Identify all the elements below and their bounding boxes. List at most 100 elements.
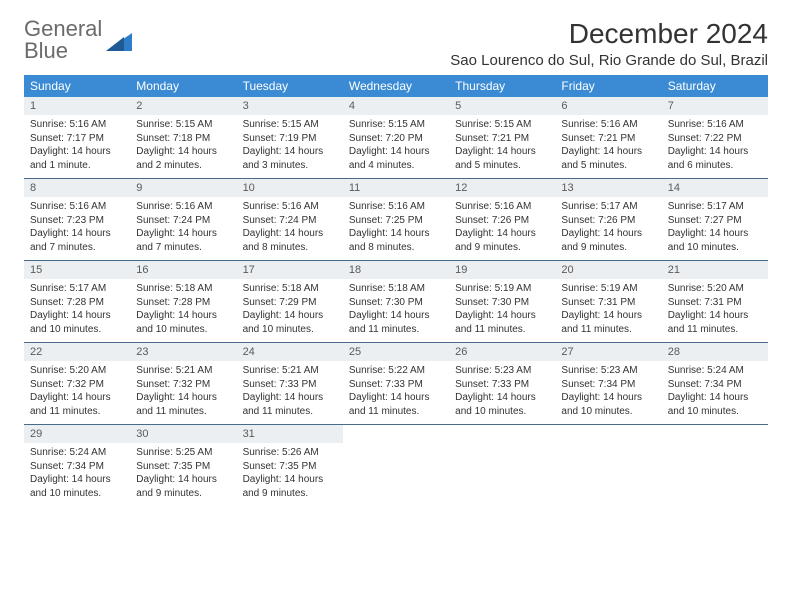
daylight-text: Daylight: 14 hours and 10 minutes. [561,391,655,418]
day-body: Sunrise: 5:16 AMSunset: 7:26 PMDaylight:… [449,197,555,260]
daylight-text: Daylight: 14 hours and 8 minutes. [349,227,443,254]
day-body: Sunrise: 5:17 AMSunset: 7:26 PMDaylight:… [555,197,661,260]
daylight-text: Daylight: 14 hours and 8 minutes. [243,227,337,254]
day-cell: 4Sunrise: 5:15 AMSunset: 7:20 PMDaylight… [343,97,449,178]
day-body: Sunrise: 5:15 AMSunset: 7:18 PMDaylight:… [130,115,236,178]
daylight-text: Daylight: 14 hours and 1 minute. [30,145,124,172]
day-body: Sunrise: 5:18 AMSunset: 7:28 PMDaylight:… [130,279,236,342]
day-cell: 27Sunrise: 5:23 AMSunset: 7:34 PMDayligh… [555,343,661,424]
day-cell: 5Sunrise: 5:15 AMSunset: 7:21 PMDaylight… [449,97,555,178]
day-cell: 21Sunrise: 5:20 AMSunset: 7:31 PMDayligh… [662,261,768,342]
day-number: 19 [449,261,555,279]
location: Sao Lourenco do Sul, Rio Grande do Sul, … [450,52,768,69]
day-cell: 11Sunrise: 5:16 AMSunset: 7:25 PMDayligh… [343,179,449,260]
day-number: 13 [555,179,661,197]
daylight-text: Daylight: 14 hours and 7 minutes. [30,227,124,254]
day-cell: 8Sunrise: 5:16 AMSunset: 7:23 PMDaylight… [24,179,130,260]
sunset-text: Sunset: 7:27 PM [668,214,762,228]
day-cell: 15Sunrise: 5:17 AMSunset: 7:28 PMDayligh… [24,261,130,342]
sunrise-text: Sunrise: 5:24 AM [668,364,762,378]
day-body: Sunrise: 5:21 AMSunset: 7:32 PMDaylight:… [130,361,236,424]
day-cell [662,425,768,506]
sunrise-text: Sunrise: 5:22 AM [349,364,443,378]
day-body: Sunrise: 5:16 AMSunset: 7:25 PMDaylight:… [343,197,449,260]
day-number: 6 [555,97,661,115]
day-number: 16 [130,261,236,279]
daylight-text: Daylight: 14 hours and 7 minutes. [136,227,230,254]
day-cell: 10Sunrise: 5:16 AMSunset: 7:24 PMDayligh… [237,179,343,260]
daylight-text: Daylight: 14 hours and 10 minutes. [136,309,230,336]
sunset-text: Sunset: 7:35 PM [243,460,337,474]
triangle-icon [106,29,132,51]
sunset-text: Sunset: 7:17 PM [30,132,124,146]
sunset-text: Sunset: 7:24 PM [136,214,230,228]
day-body: Sunrise: 5:17 AMSunset: 7:28 PMDaylight:… [24,279,130,342]
weekday-row: Sunday Monday Tuesday Wednesday Thursday… [24,75,768,97]
sunrise-text: Sunrise: 5:20 AM [30,364,124,378]
sunset-text: Sunset: 7:19 PM [243,132,337,146]
day-cell: 30Sunrise: 5:25 AMSunset: 7:35 PMDayligh… [130,425,236,506]
sunset-text: Sunset: 7:21 PM [455,132,549,146]
calendar: Sunday Monday Tuesday Wednesday Thursday… [24,75,768,506]
day-body: Sunrise: 5:16 AMSunset: 7:23 PMDaylight:… [24,197,130,260]
sunrise-text: Sunrise: 5:16 AM [561,118,655,132]
day-number: 23 [130,343,236,361]
sunrise-text: Sunrise: 5:16 AM [668,118,762,132]
daylight-text: Daylight: 14 hours and 10 minutes. [30,309,124,336]
sunrise-text: Sunrise: 5:19 AM [561,282,655,296]
sunset-text: Sunset: 7:26 PM [561,214,655,228]
sunrise-text: Sunrise: 5:15 AM [243,118,337,132]
day-cell: 22Sunrise: 5:20 AMSunset: 7:32 PMDayligh… [24,343,130,424]
sunrise-text: Sunrise: 5:16 AM [349,200,443,214]
sunrise-text: Sunrise: 5:17 AM [30,282,124,296]
day-body: Sunrise: 5:17 AMSunset: 7:27 PMDaylight:… [662,197,768,260]
daylight-text: Daylight: 14 hours and 9 minutes. [561,227,655,254]
sunset-text: Sunset: 7:33 PM [349,378,443,392]
sunset-text: Sunset: 7:31 PM [668,296,762,310]
day-number: 21 [662,261,768,279]
day-number: 20 [555,261,661,279]
sunrise-text: Sunrise: 5:16 AM [455,200,549,214]
day-cell: 14Sunrise: 5:17 AMSunset: 7:27 PMDayligh… [662,179,768,260]
day-cell: 31Sunrise: 5:26 AMSunset: 7:35 PMDayligh… [237,425,343,506]
day-number: 2 [130,97,236,115]
day-number: 1 [24,97,130,115]
logo: General Blue [24,18,132,62]
sunrise-text: Sunrise: 5:25 AM [136,446,230,460]
sunset-text: Sunset: 7:28 PM [30,296,124,310]
daylight-text: Daylight: 14 hours and 11 minutes. [349,309,443,336]
day-cell: 3Sunrise: 5:15 AMSunset: 7:19 PMDaylight… [237,97,343,178]
daylight-text: Daylight: 14 hours and 11 minutes. [668,309,762,336]
day-number: 24 [237,343,343,361]
sunrise-text: Sunrise: 5:26 AM [243,446,337,460]
sunset-text: Sunset: 7:22 PM [668,132,762,146]
day-body: Sunrise: 5:24 AMSunset: 7:34 PMDaylight:… [662,361,768,424]
weekday-thursday: Thursday [449,75,555,97]
sunset-text: Sunset: 7:20 PM [349,132,443,146]
sunrise-text: Sunrise: 5:16 AM [30,200,124,214]
day-number: 22 [24,343,130,361]
sunrise-text: Sunrise: 5:18 AM [136,282,230,296]
day-cell: 17Sunrise: 5:18 AMSunset: 7:29 PMDayligh… [237,261,343,342]
sunrise-text: Sunrise: 5:18 AM [349,282,443,296]
day-number: 31 [237,425,343,443]
day-body: Sunrise: 5:20 AMSunset: 7:32 PMDaylight:… [24,361,130,424]
daylight-text: Daylight: 14 hours and 11 minutes. [243,391,337,418]
sunset-text: Sunset: 7:32 PM [136,378,230,392]
day-cell: 26Sunrise: 5:23 AMSunset: 7:33 PMDayligh… [449,343,555,424]
day-body: Sunrise: 5:26 AMSunset: 7:35 PMDaylight:… [237,443,343,506]
daylight-text: Daylight: 14 hours and 11 minutes. [561,309,655,336]
day-cell: 12Sunrise: 5:16 AMSunset: 7:26 PMDayligh… [449,179,555,260]
day-cell [343,425,449,506]
day-cell: 28Sunrise: 5:24 AMSunset: 7:34 PMDayligh… [662,343,768,424]
weekday-sunday: Sunday [24,75,130,97]
daylight-text: Daylight: 14 hours and 5 minutes. [561,145,655,172]
day-body: Sunrise: 5:16 AMSunset: 7:17 PMDaylight:… [24,115,130,178]
day-body: Sunrise: 5:21 AMSunset: 7:33 PMDaylight:… [237,361,343,424]
day-number: 8 [24,179,130,197]
day-cell: 29Sunrise: 5:24 AMSunset: 7:34 PMDayligh… [24,425,130,506]
day-number: 25 [343,343,449,361]
day-body: Sunrise: 5:19 AMSunset: 7:31 PMDaylight:… [555,279,661,342]
daylight-text: Daylight: 14 hours and 9 minutes. [455,227,549,254]
day-body: Sunrise: 5:23 AMSunset: 7:34 PMDaylight:… [555,361,661,424]
